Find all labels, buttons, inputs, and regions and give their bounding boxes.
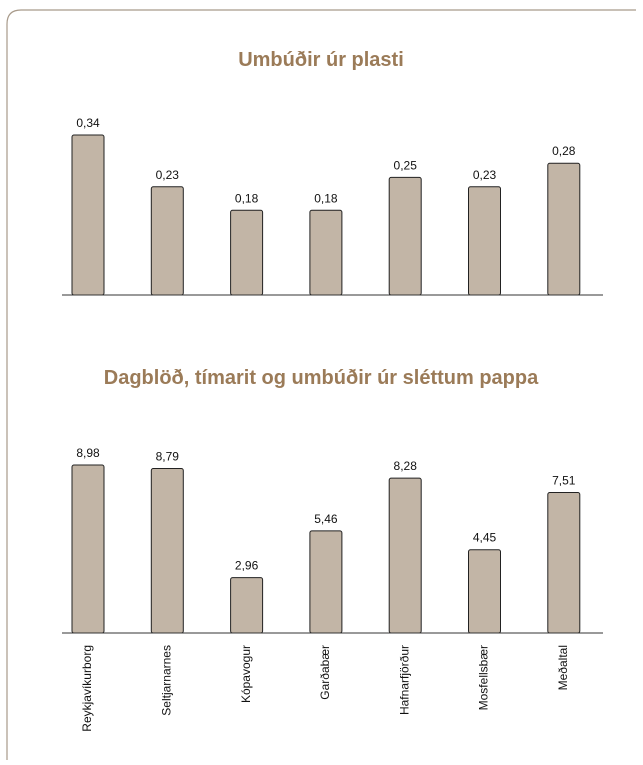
bar <box>150 186 184 296</box>
data-label: 0,23 <box>156 168 180 182</box>
x-tick-label: Seltjarnarnes <box>159 645 173 716</box>
bar <box>71 464 105 634</box>
x-tick-label: Mosfellsbær <box>477 645 491 710</box>
bar <box>309 209 343 296</box>
data-label: 2,96 <box>235 559 259 573</box>
data-label: 8,28 <box>394 459 418 473</box>
chart-title: Umbúðir úr plasti <box>238 49 404 71</box>
x-tick-label: Kópavogur <box>239 645 253 703</box>
x-tick-label: Hafnarfjörður <box>397 645 411 715</box>
bar <box>468 549 501 634</box>
data-label: 8,79 <box>156 450 180 464</box>
data-label: 0,18 <box>314 191 338 205</box>
x-tick-label: Reykjavíkurborg <box>80 645 94 732</box>
bar <box>547 492 581 634</box>
data-label: 0,28 <box>552 144 576 158</box>
bar <box>388 477 422 634</box>
chart-title: Dagblöð, tímarit og umbúðir úr sléttum p… <box>104 367 539 389</box>
data-label: 0,23 <box>473 168 497 182</box>
bar <box>150 468 184 634</box>
bar <box>468 186 501 296</box>
bar <box>230 577 264 634</box>
bar <box>388 176 422 296</box>
x-tick-label: Meðaltal <box>556 645 570 690</box>
data-label: 0,25 <box>394 158 418 172</box>
frame <box>6 9 636 760</box>
bar <box>230 209 264 296</box>
bar <box>547 162 581 296</box>
data-label: 0,34 <box>76 116 100 130</box>
x-tick-label: Garðabær <box>318 645 332 700</box>
data-label: 8,98 <box>76 446 100 460</box>
data-label: 0,18 <box>235 191 259 205</box>
data-label: 4,45 <box>473 531 497 545</box>
data-label: 5,46 <box>314 512 338 526</box>
data-label: 7,51 <box>552 474 576 488</box>
bar <box>71 134 105 296</box>
bar <box>309 530 343 634</box>
